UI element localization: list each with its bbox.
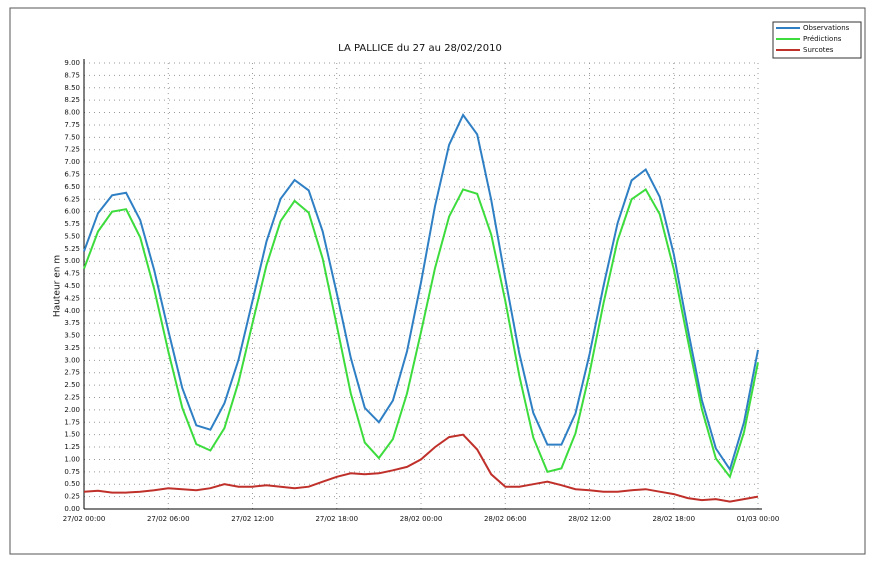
x-tick-label: 27/02 18:00	[315, 515, 358, 523]
y-tick-label: 4.75	[64, 270, 80, 278]
y-tick-label: 9.00	[64, 59, 80, 67]
y-tick-label: 3.00	[64, 356, 80, 364]
series-line	[83, 433, 759, 503]
y-tick-label: 4.00	[64, 307, 80, 315]
series-line	[83, 187, 759, 479]
x-tick-label: 28/02 18:00	[652, 515, 695, 523]
y-tick-label: 4.50	[64, 282, 80, 290]
y-tick-label: 2.75	[64, 369, 80, 377]
y-tick-label: 1.50	[64, 431, 80, 439]
y-axis-label: Hauteur en m	[53, 255, 63, 317]
y-tick-label: 7.25	[64, 146, 80, 154]
x-tick-label: 27/02 00:00	[63, 515, 106, 523]
y-tick-label: 6.00	[64, 208, 80, 216]
x-tick-label: 28/02 06:00	[484, 515, 527, 523]
y-tick-label: 1.75	[64, 418, 80, 426]
y-tick-label: 3.25	[64, 344, 80, 352]
x-tick-label: 01/03 00:00	[737, 515, 780, 523]
y-tick-label: 8.50	[64, 84, 80, 92]
y-tick-label: 5.50	[64, 232, 80, 240]
y-tick-label: 0.75	[64, 468, 80, 476]
y-tick-label: 8.25	[64, 96, 80, 104]
legend-label: Observations	[803, 24, 850, 32]
x-tick-label: 28/02 12:00	[568, 515, 611, 523]
y-tick-label: 0.25	[64, 493, 80, 501]
y-tick-label: 1.25	[64, 443, 80, 451]
y-tick-label: 5.00	[64, 257, 80, 265]
series-line	[83, 113, 759, 472]
y-tick-label: 3.75	[64, 319, 80, 327]
y-tick-label: 7.00	[64, 158, 80, 166]
y-tick-label: 7.75	[64, 121, 80, 129]
x-tick-label: 27/02 12:00	[231, 515, 274, 523]
legend-label: Surcotes	[803, 46, 834, 54]
y-tick-label: 5.25	[64, 245, 80, 253]
y-tick-label: 6.25	[64, 195, 80, 203]
y-tick-label: 8.00	[64, 109, 80, 117]
y-tick-label: 6.50	[64, 183, 80, 191]
x-tick-label: 28/02 00:00	[400, 515, 443, 523]
legend-label: Prédictions	[803, 35, 842, 43]
y-tick-label: 4.25	[64, 294, 80, 302]
y-tick-label: 0.00	[64, 505, 80, 513]
y-tick-label: 2.50	[64, 381, 80, 389]
x-tick-label: 27/02 06:00	[147, 515, 190, 523]
chart-title: LA PALLICE du 27 au 28/02/2010	[338, 43, 502, 54]
y-tick-label: 6.75	[64, 171, 80, 179]
y-tick-label: 7.50	[64, 133, 80, 141]
y-tick-label: 0.50	[64, 480, 80, 488]
y-tick-label: 3.50	[64, 332, 80, 340]
y-tick-label: 2.25	[64, 394, 80, 402]
frame	[9, 7, 866, 555]
y-tick-label: 2.00	[64, 406, 80, 414]
y-tick-label: 5.75	[64, 220, 80, 228]
y-tick-label: 1.00	[64, 455, 80, 463]
y-tick-label: 8.75	[64, 71, 80, 79]
